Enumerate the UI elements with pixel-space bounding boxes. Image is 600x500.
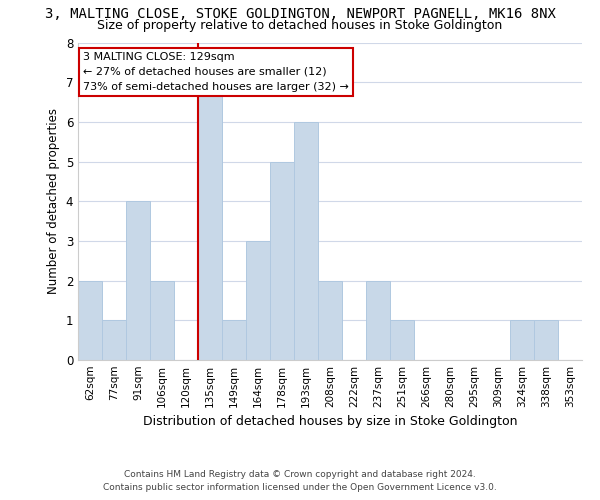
Bar	[390, 320, 414, 360]
Bar	[150, 280, 174, 360]
X-axis label: Distribution of detached houses by size in Stoke Goldington: Distribution of detached houses by size …	[143, 416, 517, 428]
Bar	[294, 122, 318, 360]
Y-axis label: Number of detached properties: Number of detached properties	[47, 108, 60, 294]
Bar	[126, 201, 150, 360]
Text: 3, MALTING CLOSE, STOKE GOLDINGTON, NEWPORT PAGNELL, MK16 8NX: 3, MALTING CLOSE, STOKE GOLDINGTON, NEWP…	[44, 8, 556, 22]
Bar	[318, 280, 342, 360]
Bar	[510, 320, 534, 360]
Bar	[366, 280, 390, 360]
Bar	[270, 162, 294, 360]
Bar	[222, 320, 246, 360]
Text: 3 MALTING CLOSE: 129sqm
← 27% of detached houses are smaller (12)
73% of semi-de: 3 MALTING CLOSE: 129sqm ← 27% of detache…	[83, 52, 349, 92]
Text: Size of property relative to detached houses in Stoke Goldington: Size of property relative to detached ho…	[97, 18, 503, 32]
Bar	[534, 320, 558, 360]
Bar	[102, 320, 126, 360]
Bar	[246, 241, 270, 360]
Bar	[78, 280, 102, 360]
Text: Contains HM Land Registry data © Crown copyright and database right 2024.
Contai: Contains HM Land Registry data © Crown c…	[103, 470, 497, 492]
Bar	[198, 82, 222, 360]
